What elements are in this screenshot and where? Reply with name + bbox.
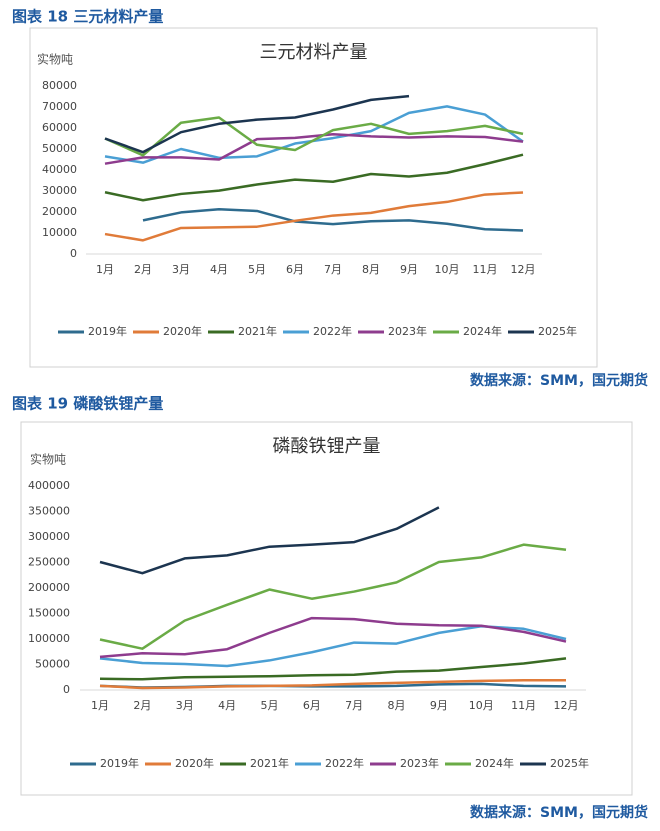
- x-tick-label: 8月: [362, 263, 380, 276]
- x-tick-label: 8月: [388, 699, 406, 712]
- legend-label: 2022年: [325, 756, 364, 770]
- legend-label: 2023年: [388, 324, 427, 338]
- series-line: [99, 506, 440, 575]
- series-line: [142, 208, 524, 232]
- series-line: [104, 153, 524, 202]
- y-tick-label: 70000: [42, 100, 77, 113]
- x-tick-label: 4月: [210, 263, 228, 276]
- y-tick-label: 50000: [35, 658, 70, 671]
- figure-caption: 图表 18 三元材料产量: [12, 8, 163, 26]
- x-tick-label: 2月: [134, 263, 152, 276]
- x-tick-label: 6月: [286, 263, 304, 276]
- x-tick-label: 4月: [218, 699, 236, 712]
- legend-label: 2021年: [250, 756, 289, 770]
- chart-title: 三元材料产量: [260, 42, 368, 63]
- y-tick-label: 250000: [28, 556, 70, 569]
- figure-caption: 图表 19 磷酸铁锂产量: [12, 395, 163, 413]
- legend-label: 2025年: [538, 324, 577, 338]
- x-tick-label: 11月: [511, 699, 536, 712]
- x-tick-label: 6月: [303, 699, 321, 712]
- legend-label: 2023年: [400, 756, 439, 770]
- x-tick-label: 5月: [248, 263, 266, 276]
- y-tick-label: 40000: [42, 163, 77, 176]
- legend-label: 2024年: [463, 324, 502, 338]
- x-tick-label: 9月: [400, 263, 418, 276]
- x-tick-label: 2月: [133, 699, 151, 712]
- x-tick-label: 3月: [176, 699, 194, 712]
- series-line: [104, 94, 410, 154]
- x-tick-label: 3月: [172, 263, 190, 276]
- legend-label: 2024年: [475, 756, 514, 770]
- legend-label: 2019年: [100, 756, 139, 770]
- legend-label: 2022年: [313, 324, 352, 338]
- chart-title: 磷酸铁锂产量: [273, 436, 381, 457]
- legend-label: 2021年: [238, 324, 277, 338]
- legend-label: 2025年: [550, 756, 589, 770]
- y-tick-label: 80000: [42, 79, 77, 92]
- x-tick-label: 12月: [554, 699, 579, 712]
- series-line: [104, 191, 524, 242]
- y-tick-label: 100000: [28, 632, 70, 645]
- x-tick-label: 5月: [260, 699, 278, 712]
- series-line: [99, 543, 567, 650]
- y-tick-label: 60000: [42, 121, 77, 134]
- x-tick-label: 10月: [469, 699, 494, 712]
- chart-frame: [20, 421, 633, 796]
- y-axis-label: 实物吨: [30, 452, 66, 467]
- x-tick-label: 9月: [430, 699, 448, 712]
- y-tick-label: 350000: [28, 505, 70, 518]
- y-tick-label: 0: [63, 683, 70, 696]
- y-tick-label: 10000: [42, 226, 77, 239]
- y-tick-label: 150000: [28, 607, 70, 620]
- series-line: [99, 657, 567, 681]
- y-tick-label: 0: [70, 247, 77, 260]
- y-tick-label: 200000: [28, 581, 70, 594]
- y-tick-label: 400000: [28, 479, 70, 492]
- legend-label: 2019年: [88, 324, 127, 338]
- y-tick-label: 300000: [28, 530, 70, 543]
- x-tick-label: 7月: [345, 699, 363, 712]
- x-tick-label: 12月: [511, 263, 536, 276]
- source-note: 数据来源：SMM，国元期货: [470, 372, 648, 389]
- x-tick-label: 11月: [473, 263, 498, 276]
- x-tick-label: 1月: [96, 263, 114, 276]
- source-note: 数据来源：SMM，国元期货: [470, 804, 648, 821]
- series-line: [104, 133, 524, 165]
- x-tick-label: 7月: [324, 263, 342, 276]
- y-tick-label: 30000: [42, 184, 77, 197]
- series-line: [104, 116, 524, 157]
- y-tick-label: 20000: [42, 205, 77, 218]
- y-axis-label: 实物吨: [37, 52, 73, 67]
- legend-label: 2020年: [163, 324, 202, 338]
- series-line: [99, 679, 566, 690]
- x-tick-label: 1月: [91, 699, 109, 712]
- x-tick-label: 10月: [435, 263, 460, 276]
- chart-frame: [29, 27, 598, 368]
- series-line: [99, 616, 567, 659]
- y-tick-label: 50000: [42, 142, 77, 155]
- legend-label: 2020年: [175, 756, 214, 770]
